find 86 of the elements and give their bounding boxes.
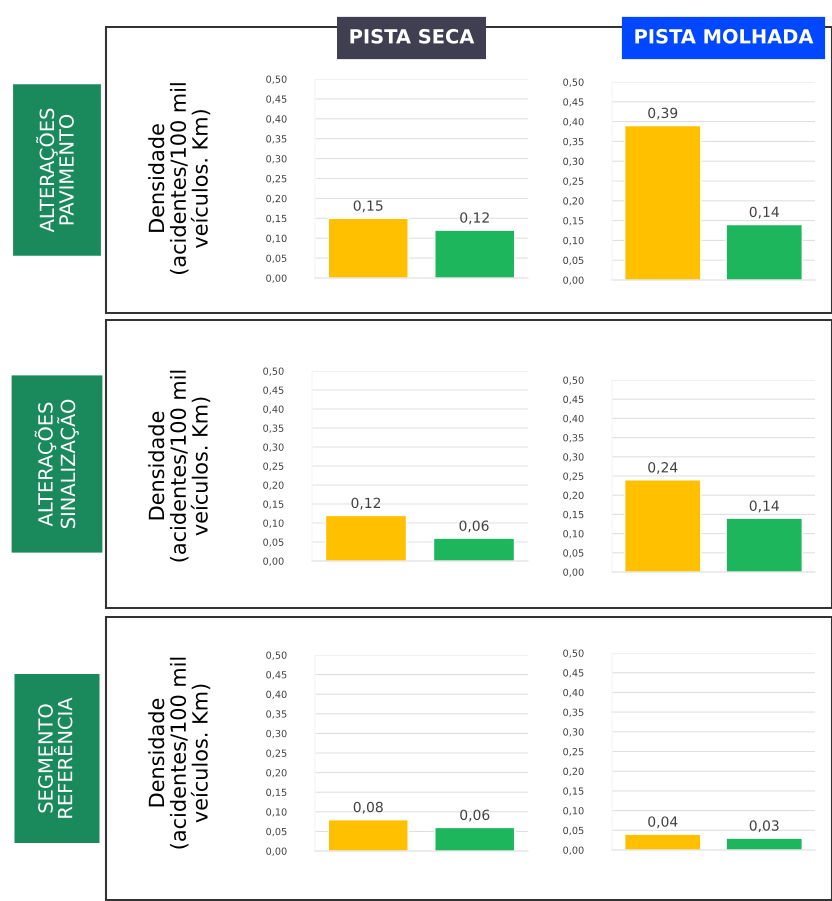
data-label: 0,03 [750,820,779,832]
y-tick-label: 0,10 [563,530,584,538]
y-tick-label: 0,45 [266,671,286,680]
y-tick-label: 0,00 [563,846,584,855]
y-tick-label: 0,40 [563,688,584,698]
y-tick-label: 0,25 [563,748,584,756]
y-tick-label: 0,25 [266,174,286,184]
y-tick-label: 0,00 [263,557,284,566]
chart-title: PISTA SECA [350,28,474,44]
y-tick-label: 0,15 [266,788,286,798]
y-tick-label: 0,15 [263,500,284,509]
text: ALTERAÇÕES SINALIZAÇÃO [34,400,79,528]
y-tick-label: 0,35 [266,135,286,144]
y-tick-label: 0,40 [263,405,284,414]
y-tick-label: 0,35 [263,424,284,433]
y-tick-label: 0,30 [263,443,284,452]
y-tick-label: 0,20 [266,769,287,778]
y-tick-label: 0,50 [263,367,284,376]
y-tick-label: 0,20 [263,481,284,490]
text: SEGMENTO REFERÊNCIA [38,698,72,818]
y-axis-title: Densidade (acidentes/100 mil veículos. Km) [148,83,210,274]
data-label: 0,06 [460,810,490,822]
y-tick-label: 0,05 [563,549,584,558]
y-tick-label: 0,05 [263,538,284,547]
y-tick-label: 0,30 [266,155,287,164]
y-tick-label: 0,35 [563,708,584,717]
y-tick-label: 0,40 [563,414,584,424]
y-tick-label: 0,00 [563,276,584,285]
y-tick-label: 0,15 [563,787,584,796]
y-tick-label: 0,15 [563,217,584,226]
y-tick-label: 0,40 [563,118,584,126]
data-label: 0,12 [460,212,489,224]
y-tick-label: 0,50 [266,75,287,84]
y-tick-label: 0,25 [266,749,286,758]
y-tick-label: 0,25 [563,472,584,481]
text: ALTERAÇÕES PAVIMENTO [36,108,74,232]
y-tick-label: 0,30 [266,730,287,738]
y-axis-title: Densidade (acidentes/100 mil veículos. Km) [148,658,210,848]
y-tick-label: 0,50 [266,651,287,660]
y-tick-label: 0,20 [266,194,287,204]
y-tick-label: 0,45 [563,396,584,404]
y-tick-label: 0,05 [266,828,286,836]
y-tick-label: 0,35 [266,710,286,719]
y-tick-label: 0,05 [266,254,286,263]
y-tick-label: 0,20 [563,768,584,776]
y-tick-label: 0,00 [266,274,287,283]
y-tick-label: 0,25 [563,177,584,186]
y-tick-label: 0,15 [563,510,584,520]
y-tick-label: 0,05 [563,826,584,836]
y-tick-label: 0,20 [563,197,584,206]
y-tick-label: 0,35 [563,434,584,442]
y-tick-label: 0,30 [563,453,584,462]
y-tick-label: 0,35 [563,138,584,146]
y-tick-label: 0,05 [563,256,584,266]
y-tick-label: 0,10 [263,519,284,528]
data-label: 0,14 [750,500,779,512]
data-label: 0,08 [354,802,383,814]
y-tick-label: 0,45 [563,98,584,107]
y-tick-label: 0,00 [563,568,584,577]
data-label: 0,39 [648,108,678,120]
y-tick-label: 0,00 [266,847,287,856]
y-tick-label: 0,25 [263,462,284,471]
data-label: 0,12 [351,498,380,510]
y-tick-label: 0,45 [563,669,584,678]
y-tick-label: 0,30 [563,158,584,166]
y-tick-label: 0,10 [266,808,287,817]
y-tick-label: 0,20 [563,492,584,500]
y-tick-label: 0,30 [563,728,584,737]
y-tick-label: 0,40 [266,115,287,124]
chart-title: PISTA MOLHADA [635,28,814,44]
y-tick-label: 0,10 [563,236,584,246]
data-label: 0,15 [354,200,382,212]
y-tick-label: 0,50 [563,649,584,658]
y-tick-label: 0,10 [563,807,584,816]
data-label: 0,04 [648,816,678,828]
y-tick-label: 0,40 [266,690,287,700]
y-tick-label: 0,50 [563,78,584,87]
y-axis-title: Densidade (acidentes/100 mil veículos. Km) [148,370,210,562]
data-label: 0,14 [750,206,779,219]
y-tick-label: 0,45 [266,95,286,104]
y-tick-label: 0,45 [263,386,284,395]
data-label: 0,06 [459,520,489,532]
y-tick-label: 0,10 [266,234,287,244]
y-tick-label: 0,50 [563,376,584,385]
y-tick-label: 0,15 [266,214,286,224]
data-label: 0,24 [648,462,678,474]
